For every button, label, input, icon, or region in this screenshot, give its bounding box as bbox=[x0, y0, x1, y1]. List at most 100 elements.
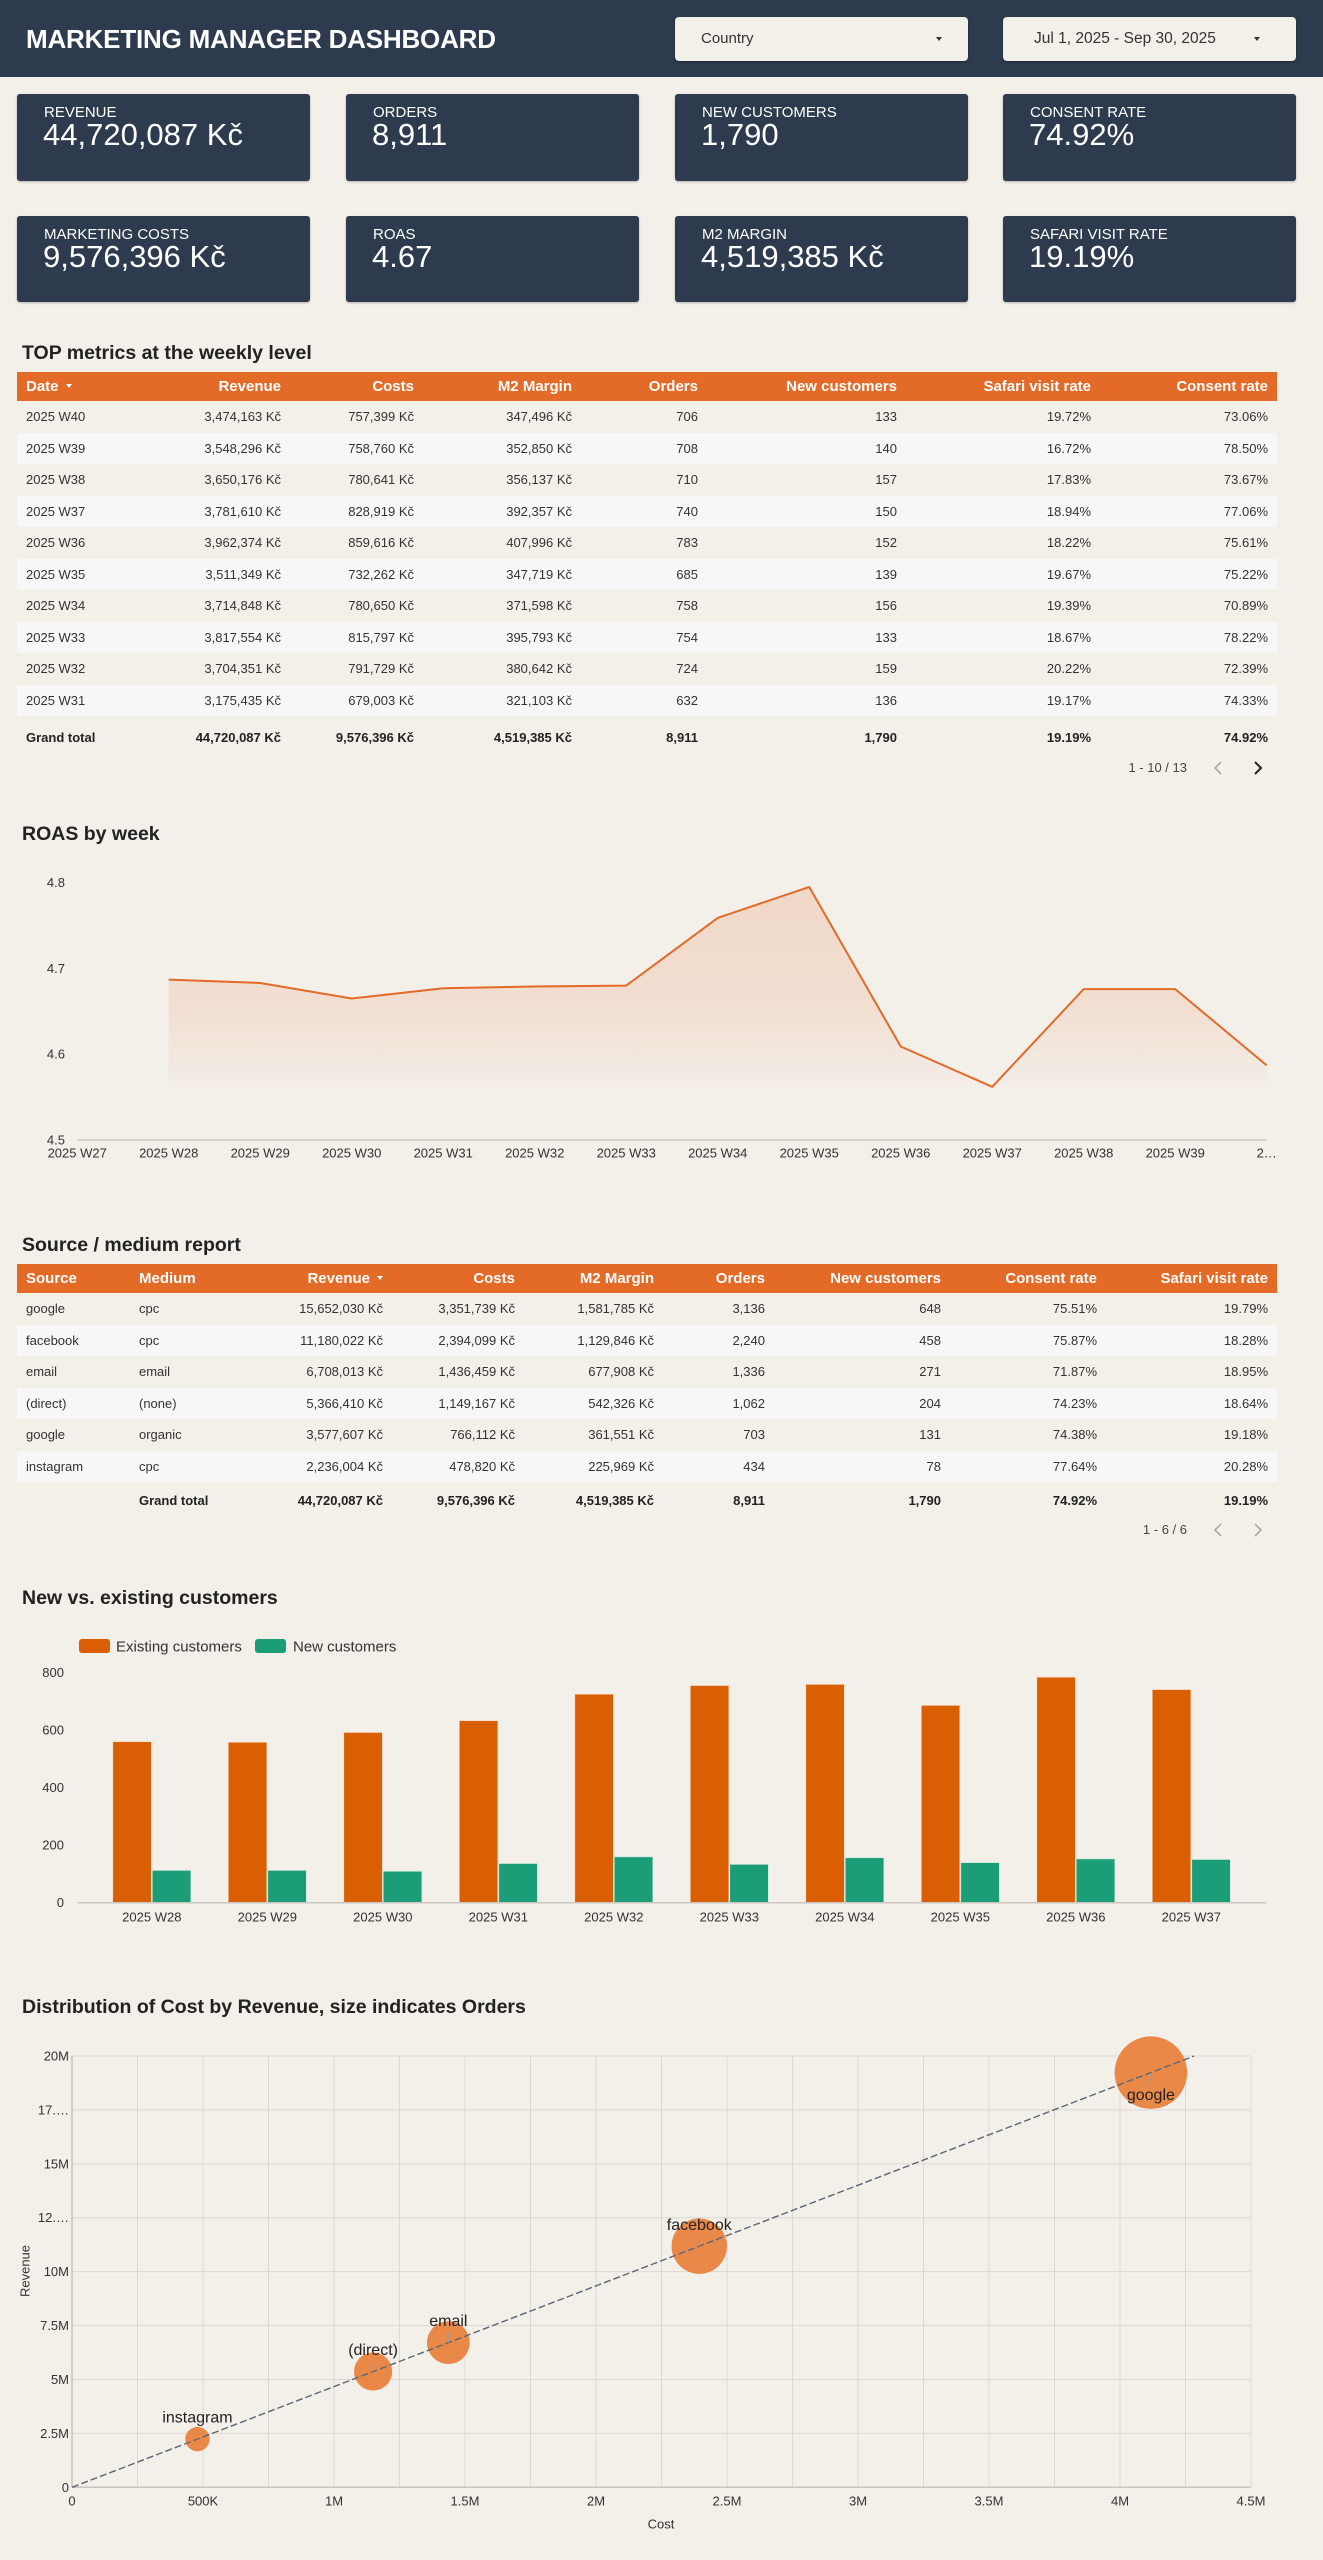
bar-existing-customers[interactable] bbox=[805, 1684, 845, 1904]
roas-data-point[interactable] bbox=[257, 980, 263, 986]
bar-existing-customers[interactable] bbox=[458, 1720, 499, 1904]
column-header-m2-margin[interactable]: M2 Margin bbox=[515, 1270, 654, 1287]
column-header-costs[interactable]: Costs bbox=[281, 378, 414, 395]
roas-data-point[interactable] bbox=[440, 985, 446, 991]
table-row[interactable]: email email 6,708,013 Kč 1,436,459 Kč 677,90… bbox=[17, 1356, 1277, 1388]
roas-data-point[interactable] bbox=[532, 983, 538, 989]
roas-data-point[interactable] bbox=[898, 1044, 904, 1050]
total-new-customers: 1,790 bbox=[864, 730, 897, 745]
sort-descending-icon[interactable] bbox=[65, 384, 72, 389]
column-header-costs[interactable]: Costs bbox=[383, 1270, 515, 1287]
y-tick-label: 5M bbox=[51, 2372, 69, 2387]
sort-descending-icon[interactable] bbox=[377, 1276, 383, 1281]
roas-data-point[interactable] bbox=[715, 915, 721, 921]
roas-data-point[interactable] bbox=[349, 995, 355, 1001]
legend-label-existing: Existing customers bbox=[116, 1638, 242, 1655]
cell-orders: 3,136 bbox=[732, 1301, 765, 1317]
bar-new-customers[interactable] bbox=[152, 1870, 192, 1904]
bar-existing-customers[interactable] bbox=[1152, 1689, 1192, 1903]
table-row[interactable]: 2025 W33 3,817,554 Kč 815,797 Kč 395,793 Kč… bbox=[17, 621, 1277, 653]
roas-data-point[interactable] bbox=[1264, 1062, 1270, 1068]
column-header-medium[interactable]: Medium bbox=[130, 1270, 267, 1287]
legend-swatch-existing bbox=[79, 1639, 110, 1653]
column-header-source[interactable]: Source bbox=[17, 1270, 130, 1287]
cell-costs: 766,112 Kč bbox=[450, 1427, 515, 1443]
bar-existing-customers[interactable] bbox=[112, 1741, 152, 1904]
cell-orders: 703 bbox=[743, 1427, 765, 1443]
bar-existing-customers[interactable] bbox=[343, 1732, 383, 1903]
table-row[interactable]: 2025 W31 3,175,435 Kč 679,003 Kč 321,103 Kč… bbox=[17, 684, 1277, 716]
table-row[interactable]: facebook cpc 11,180,022 Kč 2,394,099 Kč 1,12… bbox=[17, 1324, 1277, 1356]
chevron-left-icon[interactable] bbox=[1213, 760, 1223, 776]
column-header-new-customers[interactable]: New customers bbox=[765, 1270, 941, 1287]
bar-new-customers[interactable] bbox=[1191, 1859, 1231, 1904]
cell-medium: organic bbox=[139, 1427, 182, 1443]
roas-data-point[interactable] bbox=[623, 983, 629, 989]
chevron-left-icon[interactable] bbox=[1213, 1522, 1223, 1538]
bar-existing-customers[interactable] bbox=[689, 1685, 730, 1903]
column-header-consent-rate[interactable]: Consent rate bbox=[941, 1270, 1097, 1287]
column-header-date[interactable]: Date bbox=[17, 378, 167, 395]
table-row[interactable]: 2025 W40 3,474,163 Kč 757,399 Kč 347,496 Kč… bbox=[17, 401, 1277, 433]
bar-new-customers[interactable] bbox=[960, 1862, 1000, 1904]
bar-existing-customers[interactable] bbox=[574, 1693, 614, 1903]
column-header-revenue[interactable]: Revenue bbox=[267, 1270, 383, 1287]
source-table-pagination: 1 - 6 / 6 bbox=[1100, 1520, 1280, 1540]
x-tick-label: 2025 W38 bbox=[1054, 1146, 1113, 1161]
bar-existing-customers[interactable] bbox=[228, 1741, 268, 1903]
table-row[interactable]: 2025 W37 3,781,610 Kč 828,919 Kč 392,357 Kč… bbox=[17, 495, 1277, 527]
table-row[interactable]: 2025 W38 3,650,176 Kč 780,641 Kč 356,137 Kč… bbox=[17, 464, 1277, 496]
roas-data-point[interactable] bbox=[166, 977, 172, 983]
table-row[interactable]: 2025 W35 3,511,349 Kč 732,262 Kč 347,719 Kč… bbox=[17, 558, 1277, 590]
bar-new-customers[interactable] bbox=[382, 1871, 423, 1903]
column-header-orders[interactable]: Orders bbox=[572, 378, 698, 395]
x-tick-label: 3.5M bbox=[975, 2494, 1004, 2509]
x-tick-label: 2025 W39 bbox=[1146, 1146, 1205, 1161]
chevron-right-icon[interactable] bbox=[1253, 760, 1263, 776]
column-header-label: M2 Margin bbox=[579, 1270, 654, 1287]
table-row[interactable]: google organic 3,577,607 Kč 766,112 Kč 361,5… bbox=[17, 1419, 1277, 1451]
column-header-orders[interactable]: Orders bbox=[654, 1270, 765, 1287]
chevron-right-icon[interactable] bbox=[1253, 1522, 1263, 1538]
table-row[interactable]: google cpc 15,652,030 Kč 3,351,739 Kč 1,581,… bbox=[17, 1293, 1277, 1325]
roas-data-point[interactable] bbox=[1172, 986, 1178, 992]
table-row[interactable]: instagram cpc 2,236,004 Kč 478,820 Kč 225,96… bbox=[17, 1450, 1277, 1482]
column-header-safari-visit-rate[interactable]: Safari visit rate bbox=[1097, 1270, 1268, 1287]
column-header-revenue[interactable]: Revenue bbox=[167, 378, 281, 395]
cell-revenue: 3,474,163 Kč bbox=[204, 409, 281, 425]
column-header-m2-margin[interactable]: M2 Margin bbox=[414, 378, 572, 395]
cell-costs: 1,436,459 Kč bbox=[438, 1364, 515, 1380]
cell-consent-rate: 74.33% bbox=[1223, 692, 1268, 708]
cell-new-customers: 271 bbox=[919, 1364, 941, 1380]
cell-consent-rate: 78.22% bbox=[1223, 629, 1268, 645]
column-header-safari-visit-rate[interactable]: Safari visit rate bbox=[897, 378, 1091, 395]
table-row[interactable]: 2025 W36 3,962,374 Kč 859,616 Kč 407,996 Kč… bbox=[17, 527, 1277, 559]
bar-new-customers[interactable] bbox=[729, 1864, 769, 1903]
bar-new-customers[interactable] bbox=[267, 1870, 307, 1904]
bar-existing-customers[interactable] bbox=[920, 1705, 961, 1903]
cell-orders: 1,062 bbox=[732, 1395, 765, 1411]
x-tick-label: 2025 W32 bbox=[584, 1910, 643, 1925]
roas-data-point[interactable] bbox=[1081, 986, 1087, 992]
bar-new-customers[interactable] bbox=[1076, 1858, 1116, 1903]
cell-new-customers: 157 bbox=[875, 472, 897, 488]
cell-costs: 1,149,167 Kč bbox=[438, 1395, 515, 1411]
table-row[interactable]: 2025 W39 3,548,296 Kč 758,760 Kč 352,850 Kč… bbox=[17, 432, 1277, 464]
table-row[interactable]: 2025 W34 3,714,848 Kč 780,650 Kč 371,598 Kč… bbox=[17, 590, 1277, 622]
bar-new-customers[interactable] bbox=[613, 1856, 654, 1904]
kpi-label: REVENUE bbox=[44, 104, 117, 121]
date-range-dropdown[interactable]: Jul 1, 2025 - Sep 30, 2025 bbox=[1003, 17, 1296, 61]
bar-new-customers[interactable] bbox=[498, 1863, 538, 1903]
bar-existing-customers[interactable] bbox=[1036, 1676, 1076, 1903]
roas-data-point[interactable] bbox=[806, 884, 812, 890]
cell-safari-visit-rate: 19.67% bbox=[1046, 566, 1091, 582]
table-row[interactable]: (direct) (none) 5,366,410 Kč 1,149,167 Kč 54… bbox=[17, 1387, 1277, 1419]
column-header-consent-rate[interactable]: Consent rate bbox=[1091, 378, 1268, 395]
y-tick-label: 10M bbox=[44, 2264, 69, 2279]
table-row[interactable]: 2025 W32 3,704,351 Kč 791,729 Kč 380,642 Kč… bbox=[17, 653, 1277, 685]
column-header-new-customers[interactable]: New customers bbox=[698, 378, 897, 395]
bar-new-customers[interactable] bbox=[844, 1857, 885, 1904]
roas-data-point[interactable] bbox=[989, 1084, 995, 1090]
country-filter-dropdown[interactable]: Country bbox=[675, 17, 968, 61]
